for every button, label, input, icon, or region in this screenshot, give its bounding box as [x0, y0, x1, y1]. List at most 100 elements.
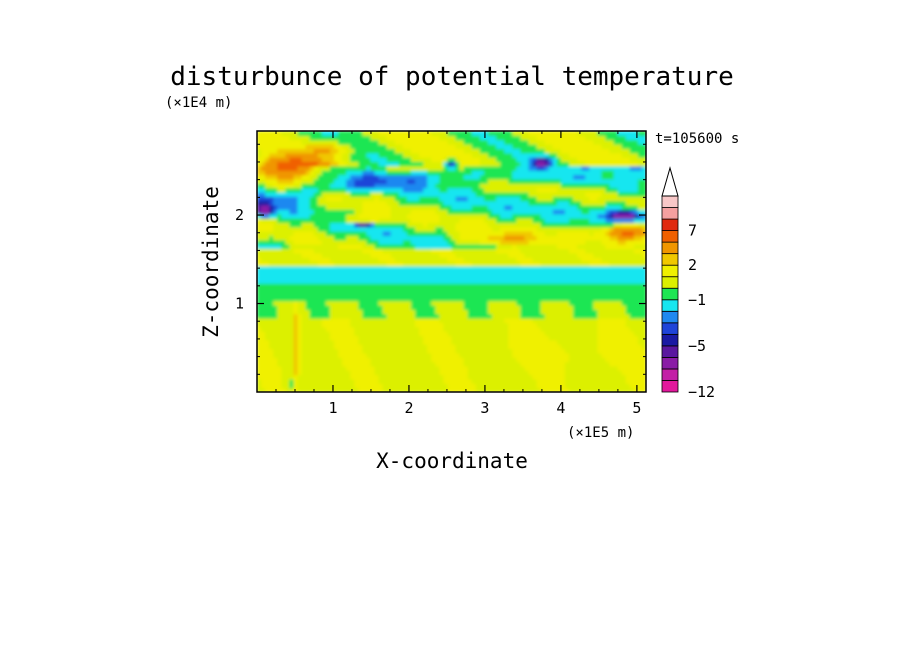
- field-cell: [629, 283, 635, 289]
- field-cell: [281, 365, 286, 371]
- field-cell: [508, 387, 513, 392]
- field-cell: [261, 231, 266, 236]
- field-cell: [471, 339, 477, 345]
- field-cell: [520, 287, 526, 293]
- field-cell: [585, 318, 590, 323]
- field-cell: [487, 357, 493, 363]
- field-cell: [366, 335, 372, 341]
- field-cell: [625, 252, 631, 258]
- field-cell: [544, 235, 550, 241]
- field-cell: [552, 344, 558, 350]
- field-cell: [362, 335, 367, 341]
- field-cell: [317, 309, 323, 315]
- field-cell: [366, 235, 372, 241]
- field-cell: [467, 374, 473, 380]
- field-cell: [451, 370, 457, 376]
- field-cell: [564, 165, 570, 171]
- field-cell: [552, 226, 558, 232]
- field-cell: [386, 387, 392, 392]
- field-cell: [289, 261, 295, 267]
- field-cell: [609, 361, 615, 367]
- field-cell: [398, 191, 404, 197]
- field-cell: [265, 200, 270, 206]
- field-cell: [354, 378, 359, 384]
- field-cell: [419, 348, 424, 354]
- field-cell: [439, 305, 444, 310]
- field-cell: [459, 296, 465, 302]
- field-cell: [342, 183, 347, 189]
- field-cell: [540, 252, 546, 258]
- field-cell: [633, 183, 639, 189]
- field-cell: [427, 226, 432, 232]
- field-cell: [317, 257, 323, 263]
- field-cell: [338, 374, 343, 380]
- field-cell: [447, 278, 453, 284]
- field-cell: [483, 244, 489, 250]
- field-cell: [451, 305, 457, 310]
- field-cell: [346, 191, 351, 197]
- field-cell: [427, 374, 432, 380]
- field-cell: [410, 309, 416, 315]
- field-cell: [597, 265, 603, 271]
- field-cell: [564, 361, 570, 367]
- field-cell: [431, 196, 436, 202]
- field-cell: [439, 361, 444, 367]
- field-cell: [297, 305, 303, 310]
- field-cell: [321, 235, 327, 241]
- field-cell: [447, 352, 453, 358]
- field-cell: [459, 305, 465, 310]
- field-cell: [285, 165, 291, 171]
- field-cell: [394, 370, 400, 376]
- field-cell: [601, 213, 607, 219]
- field-cell: [269, 318, 274, 323]
- field-cell: [589, 222, 594, 228]
- field-cell: [261, 170, 266, 176]
- field-cell: [439, 200, 444, 206]
- field-cell: [556, 383, 562, 389]
- field-cell: [520, 226, 526, 232]
- field-cell: [321, 187, 327, 193]
- field-cell: [439, 383, 444, 389]
- field-cell: [346, 278, 351, 284]
- field-cell: [455, 178, 461, 184]
- field-cell: [281, 213, 286, 219]
- field-cell: [313, 296, 319, 302]
- field-cell: [293, 257, 299, 263]
- field-cell: [496, 322, 501, 328]
- field-cell: [317, 270, 323, 276]
- field-cell: [289, 252, 295, 258]
- field-cell: [382, 252, 388, 258]
- field-cell: [520, 348, 526, 354]
- field-cell: [536, 187, 542, 193]
- field-cell: [492, 261, 497, 267]
- field-cell: [394, 335, 400, 341]
- field-cell: [479, 374, 485, 380]
- field-cell: [435, 213, 440, 219]
- field-cell: [536, 344, 542, 350]
- field-cell: [443, 387, 449, 392]
- field-cell: [504, 191, 509, 197]
- field-cell: [524, 261, 530, 267]
- field-cell: [556, 352, 562, 358]
- field-cell: [629, 165, 635, 171]
- field-cell: [346, 339, 351, 345]
- field-cell: [479, 209, 485, 215]
- field-cell: [406, 213, 412, 219]
- field-cell: [512, 218, 517, 223]
- field-cell: [564, 257, 570, 263]
- field-cell: [410, 265, 416, 271]
- field-cell: [544, 270, 550, 276]
- field-cell: [257, 387, 262, 392]
- field-cell: [496, 331, 501, 337]
- field-cell: [569, 204, 574, 210]
- field-cell: [633, 244, 639, 250]
- field-cell: [419, 270, 424, 276]
- field-cell: [309, 196, 315, 202]
- field-cell: [277, 357, 282, 363]
- field-cell: [589, 365, 594, 371]
- field-cell: [301, 174, 307, 180]
- field-cell: [321, 352, 327, 358]
- field-cell: [273, 378, 278, 384]
- field-cell: [261, 357, 266, 363]
- field-cell: [536, 300, 542, 306]
